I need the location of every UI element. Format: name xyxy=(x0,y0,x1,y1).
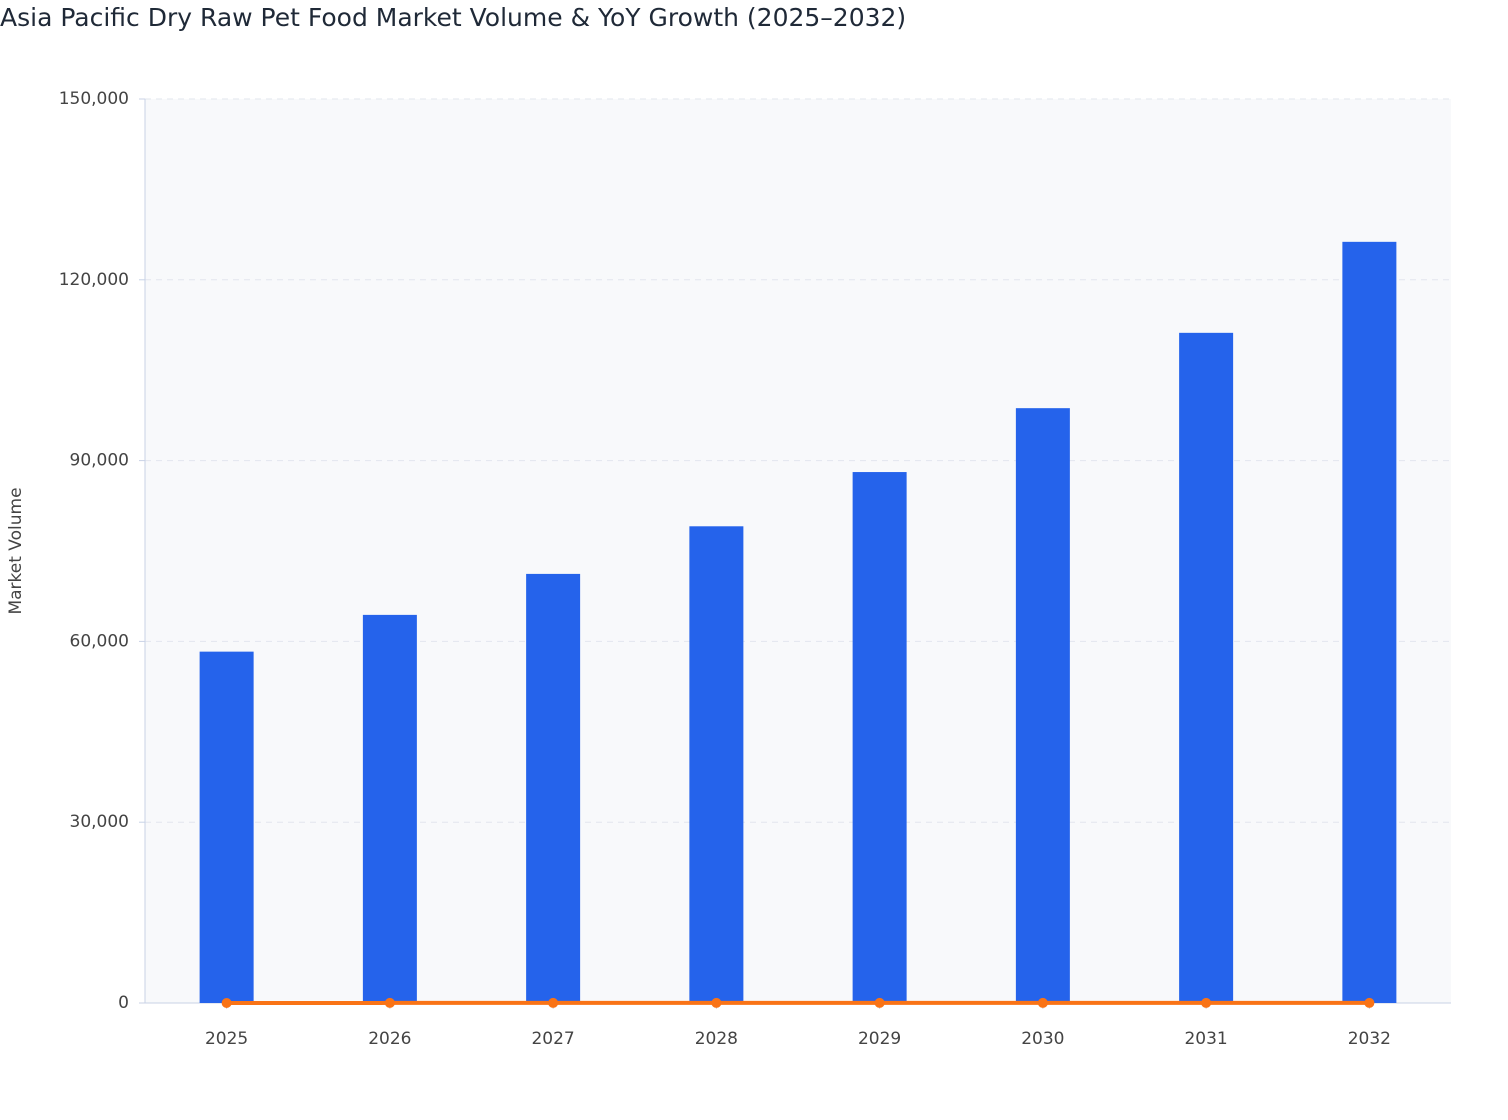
line-point xyxy=(548,997,559,1008)
plot-background xyxy=(145,99,1451,1003)
x-tick-label: 2031 xyxy=(1184,1029,1227,1049)
x-tick-label: 2026 xyxy=(368,1029,411,1049)
bar xyxy=(1342,241,1397,1003)
y-tick-label: 30,000 xyxy=(70,812,129,832)
y-tick-label: 0 xyxy=(118,993,129,1013)
line-point xyxy=(711,997,722,1008)
line-point xyxy=(1364,997,1375,1008)
bar xyxy=(1015,408,1070,1004)
bar xyxy=(689,526,744,1003)
y-tick-label: 150,000 xyxy=(59,89,129,109)
y-axis-label: Market Volume xyxy=(6,487,26,614)
bar xyxy=(526,573,581,1003)
y-tick-label: 60,000 xyxy=(70,631,129,651)
bar xyxy=(1179,332,1234,1003)
x-tick-label: 2027 xyxy=(531,1029,574,1049)
bar xyxy=(199,651,254,1003)
line-point xyxy=(874,997,885,1008)
y-tick-label: 90,000 xyxy=(70,451,129,471)
y-tick-label: 120,000 xyxy=(59,270,129,290)
x-tick-label: 2028 xyxy=(695,1029,738,1049)
x-tick-label: 2029 xyxy=(858,1029,901,1049)
x-tick-label: 2025 xyxy=(205,1029,248,1049)
x-tick-label: 2030 xyxy=(1021,1029,1064,1049)
line-point xyxy=(384,997,395,1008)
line-point xyxy=(1037,997,1048,1008)
x-tick-label: 2032 xyxy=(1348,1029,1391,1049)
bar xyxy=(362,614,417,1003)
chart-title: Asia Pacific Dry Raw Pet Food Market Vol… xyxy=(0,3,906,32)
line-point xyxy=(1201,997,1212,1008)
line-point xyxy=(221,998,232,1008)
bar xyxy=(852,472,907,1003)
